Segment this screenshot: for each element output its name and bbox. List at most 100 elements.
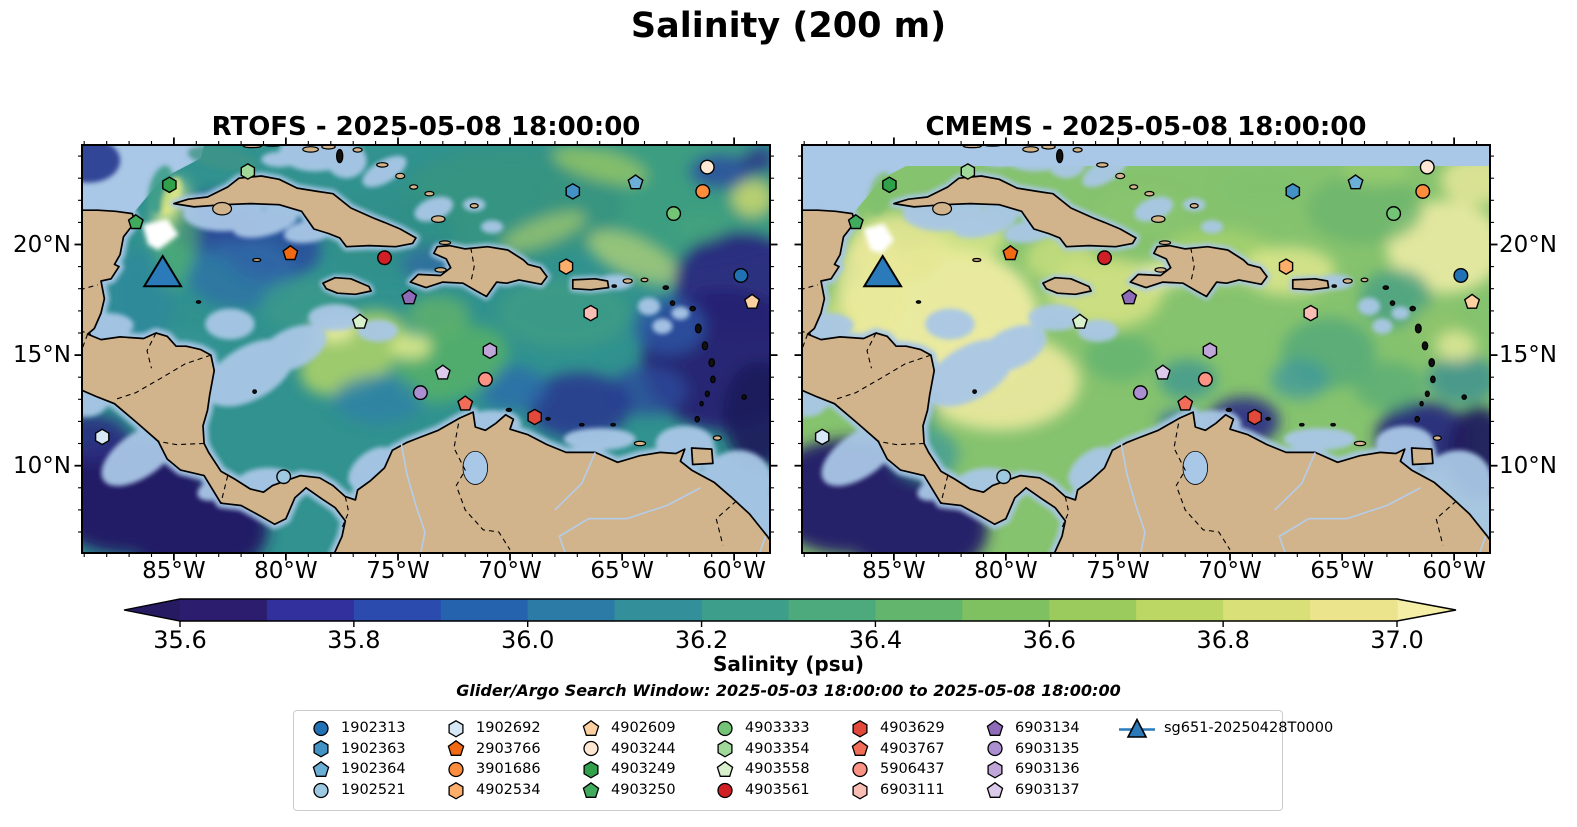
top-nodata-strip [802,145,1490,166]
island [712,435,722,441]
float-marker-4903629 [1247,408,1262,426]
island [1409,305,1417,312]
float-marker-4903249 [882,176,897,194]
float-marker-4903249 [162,176,177,194]
legend-label: 4903629 [880,720,945,737]
country-border [82,330,92,335]
country-border [715,500,737,546]
landmass [409,244,548,298]
glider-marker [142,254,183,288]
island [409,184,419,190]
legend-column: 4902609 4903244 4903249 4903250 [580,718,676,800]
island [1389,300,1396,306]
island [1158,240,1172,246]
lat-tick-label: 15°N [1499,342,1557,369]
legend-label: 4903561 [745,782,810,799]
salinity-eddy [528,372,631,440]
colorbar-segment [440,599,529,621]
legend-entry-6903137: 6903137 [984,780,1080,801]
lon-tick-label: 60°W [702,558,766,584]
legend-label: 6903134 [1015,720,1080,737]
float-hexagon-icon [313,740,329,758]
float-hexagon-icon [717,740,733,758]
island [1424,390,1430,398]
legend-label: 5906437 [880,761,945,778]
legend-label: 6903111 [880,782,945,799]
island [610,422,616,427]
island [708,358,716,368]
float-marker-6903135 [1132,385,1148,401]
colorbar-under-arrow [124,599,180,621]
colorbar-tick-label: 36.6 [1023,626,1076,654]
colorbar-segment [1310,599,1398,621]
island [915,300,922,304]
landmass [82,209,770,553]
island [669,300,676,306]
landmass [1410,447,1434,466]
island [640,277,649,283]
float-pentagon-icon [986,781,1004,798]
float-marker-3901686 [695,183,711,199]
landmass [571,277,610,291]
salinity-eddy [1436,330,1477,362]
island [1421,341,1429,351]
lon-tick-label: 60°W [1422,558,1486,584]
country-border [878,440,925,446]
island [972,257,982,263]
float-hexagon-icon [583,761,599,779]
legend-entry-1902364: 1902364 [310,759,406,780]
float-marker-4902534 [1278,258,1294,276]
country-border [802,330,812,335]
float-marker-4903558 [1071,313,1088,329]
legend-entry-4903354: 4903354 [714,739,810,760]
legend-entry-6903134: 6903134 [984,718,1080,739]
legend-label: 4903244 [611,740,676,757]
legend-entry-6903135: 6903135 [984,739,1080,760]
land-layer [82,145,770,553]
island [252,257,262,263]
float-marker-1902363 [1285,182,1301,200]
island [336,148,344,164]
glider-legend-icon [1119,717,1155,738]
salinity-eddy [551,145,648,185]
legend-column: 4903629 4903767 5906437 6903111 [849,718,945,800]
float-marker-4903767 [1177,395,1194,411]
island [1144,190,1155,197]
colorbar-segment [875,599,963,621]
salinity-eddy [1360,268,1432,327]
landmass [322,276,372,296]
lon-tick-label: 85°W [142,558,206,584]
island [932,201,953,216]
island [1430,375,1436,384]
float-marker-1902313 [1453,267,1469,283]
island [505,407,513,412]
island [469,202,479,209]
landmass [1291,277,1330,291]
river [400,443,426,553]
lat-tick-label: 10°N [1499,452,1557,479]
float-marker-6903136 [482,342,498,360]
salinity-eddy [1353,361,1426,411]
float-circle-icon [852,761,868,778]
island [1056,148,1064,164]
country-border [146,332,157,369]
island [1342,278,1353,284]
legend-label: 6903135 [1015,740,1080,757]
legend-entry-4903244: 4903244 [580,739,676,760]
country-border [1190,247,1195,283]
country-border [1173,423,1231,550]
island [633,440,647,447]
float-marker-4902609 [743,293,761,309]
panel-title-rtofs: RTOFS - 2025-05-08 18:00:00 [211,112,641,142]
island [395,172,406,180]
river [554,452,596,511]
island [1353,440,1367,447]
legend-entry-sg651: sg651-20250428T0000 [1119,717,1333,739]
landmass [802,209,1490,553]
float-marker-2903766 [282,244,299,261]
float-hexagon-icon [852,781,868,800]
axis-ticks [74,137,778,561]
float-marker-4903354 [960,163,976,180]
island [212,201,233,216]
